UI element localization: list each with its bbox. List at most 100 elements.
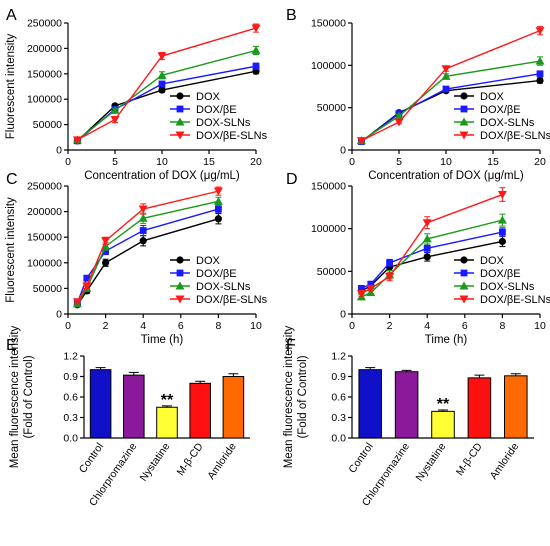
legend-label: DOX-SLNs (196, 281, 251, 293)
series-3 (72, 23, 261, 145)
bar (467, 377, 492, 439)
data-point (251, 24, 261, 33)
bar (358, 369, 382, 439)
y-tick-label: 150000 (27, 232, 62, 244)
x-tick-label: 4 (140, 320, 146, 332)
legend-marker (175, 131, 185, 140)
data-point (83, 274, 91, 282)
y-tick-label: 1.2 (63, 351, 78, 363)
y-axis-label: Fluorescent intensity (5, 197, 17, 303)
category-label: Control (346, 441, 375, 476)
category-label: Nystatine (138, 441, 173, 484)
data-point (356, 137, 366, 146)
series-3 (72, 186, 223, 307)
data-point (422, 234, 432, 243)
data-point (139, 237, 147, 245)
y-tick-label: 0.3 (331, 412, 346, 424)
x-tick-label: 8 (499, 320, 505, 332)
series-line (77, 27, 257, 141)
y-tick-label: 100000 (27, 94, 62, 106)
series-3 (356, 25, 545, 146)
category-label: Control (77, 441, 106, 476)
x-tick-label: 4 (424, 320, 430, 332)
x-tick-label: 0 (349, 320, 355, 332)
data-point (497, 215, 507, 224)
y-axis-label: Mean fluorescence intensity (Fold of Cont… (283, 325, 309, 468)
data-point (394, 111, 404, 120)
legend-marker (176, 105, 184, 113)
legend-label: DOX/βE (480, 268, 521, 280)
category-label: Nystatine (414, 441, 449, 484)
y-tick-label: 0.0 (63, 433, 78, 445)
bar (394, 371, 419, 439)
bar (123, 374, 145, 439)
legend-marker (175, 295, 185, 304)
category-label: M-β-CD (175, 441, 206, 478)
data-point (251, 45, 261, 54)
y-tick-label: 250000 (27, 18, 62, 30)
data-point (499, 228, 506, 236)
data-point (535, 56, 545, 65)
legend-marker (460, 256, 468, 264)
data-point (110, 105, 120, 114)
y-tick-label: 50000 (33, 283, 62, 295)
data-point (102, 247, 109, 255)
y-tick-label: 100000 (311, 223, 346, 235)
legend-label: DOX/βE (196, 104, 237, 116)
panel-e: E0.00.30.60.91.2ControlChlorpromazineNys… (6, 325, 250, 508)
legend-marker (459, 117, 469, 126)
legend-label: DOX/βE (480, 104, 521, 116)
bar (431, 410, 455, 439)
y-tick-label: 0.0 (331, 433, 346, 445)
y-axis-label-line: (Fold of Control) (23, 355, 35, 438)
legend-marker (459, 281, 469, 290)
series-3 (356, 187, 507, 299)
data-point (366, 284, 376, 293)
legend-marker (176, 269, 184, 277)
panel-letter: E (6, 337, 17, 354)
data-point (535, 27, 545, 36)
x-tick-label: 0 (65, 320, 71, 332)
x-tick-label: 6 (462, 320, 468, 332)
y-tick-label: 150000 (311, 181, 346, 193)
data-point (394, 118, 404, 127)
legend-label: DOX/βE-SLNs (480, 130, 550, 142)
legend-marker (460, 105, 468, 113)
legend-label: DOX/βE (196, 268, 237, 280)
data-point (72, 298, 82, 307)
y-tick-label: 0.6 (331, 392, 346, 404)
x-axis-label: Concentration of DOX (μg/mL) (84, 170, 240, 182)
legend-marker (459, 295, 469, 304)
x-tick-label: 2 (387, 320, 393, 332)
legend-label: DOX (480, 255, 505, 267)
data-point (157, 70, 167, 79)
legend-label: DOX-SLNs (480, 117, 535, 129)
data-point (138, 205, 148, 214)
category-label: M-β-CD (454, 441, 485, 478)
y-tick-label: 0 (56, 309, 62, 321)
x-tick-label: 10 (250, 320, 262, 332)
y-tick-label: 0.3 (63, 412, 78, 424)
series-line (361, 29, 541, 142)
panel-a: A 0 50000 100000 150000 200000 250000 0 5 10 15 20 C… (5, 7, 268, 182)
data-point (386, 259, 393, 267)
data-point (214, 215, 222, 223)
y-tick-label: 100000 (311, 60, 346, 72)
bar (156, 406, 178, 439)
data-point (213, 187, 223, 196)
y-axis-label-line: Mean fluorescence intensity (9, 325, 21, 468)
data-point (441, 65, 451, 74)
x-axis-label: Time (h) (425, 334, 468, 346)
series-line (360, 73, 541, 143)
x-tick-label: 20 (250, 156, 262, 168)
x-axis-label: Time (h) (141, 334, 184, 346)
x-tick-label: 8 (215, 320, 221, 332)
data-point (82, 282, 92, 291)
data-point (536, 70, 544, 78)
legend-marker (460, 269, 468, 277)
x-tick-label: 2 (103, 320, 109, 332)
